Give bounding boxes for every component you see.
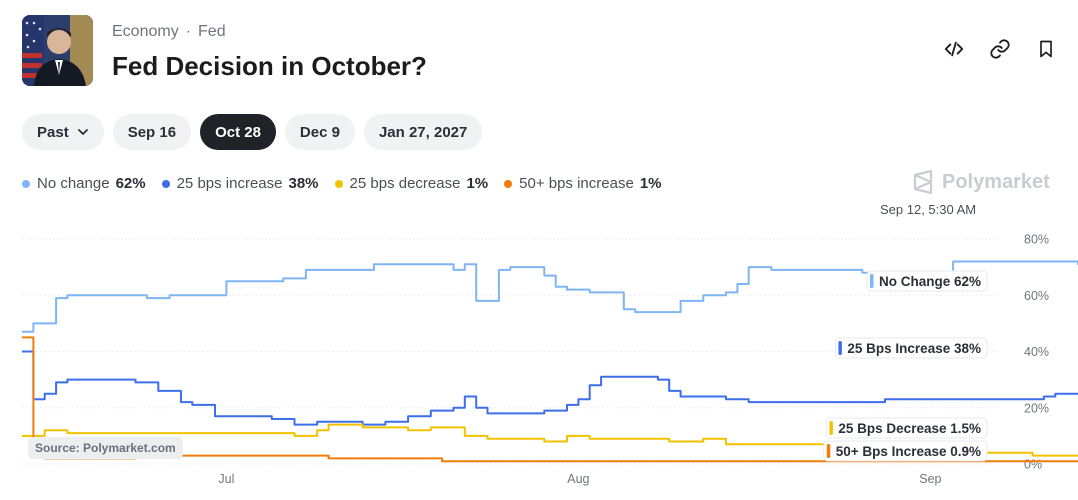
y-tick-label: 0% [1024, 458, 1042, 472]
legend-value: 1% [466, 175, 489, 192]
chevron-down-icon [77, 126, 89, 138]
legend-dot [334, 179, 343, 188]
date-tabs: Past Sep 16 Oct 28 Dec 9 Jan 27, 2027 [22, 114, 483, 150]
embed-button[interactable] [942, 37, 966, 61]
legend-dot [22, 179, 30, 188]
chart-timestamp: Sep 12, 5:30 AM [880, 202, 977, 217]
x-tick-label: Jul [218, 472, 234, 486]
legend-value: 1% [639, 175, 662, 192]
series-end-label: 25 Bps Decrease 1.5% [825, 417, 988, 439]
series-end-label-color-bar [826, 444, 831, 458]
breadcrumb: Economy · Fed [112, 23, 226, 41]
breadcrumb-separator: · [185, 23, 192, 40]
series-end-label-bg [823, 440, 988, 462]
source-label: Source: Polymarket.com [28, 437, 183, 459]
tab-past[interactable]: Past [22, 114, 104, 150]
legend-item-25-bps-decrease: 25 bps decrease 1% [334, 175, 489, 192]
link-icon [990, 39, 1010, 59]
watermark-text: Polymarket [942, 170, 1050, 193]
series-end-label-text: 25 Bps Increase 38% [847, 341, 981, 356]
legend-dot [504, 179, 513, 188]
market-header: Economy · Fed Fed Decision in October? [22, 15, 1062, 87]
legend-label: 50+ bps increase [519, 175, 634, 192]
legend-item-50-bps-increase: 50+ bps increase 1% [504, 175, 662, 192]
series-end-label-text: 50+ Bps Increase 0.9% [836, 444, 981, 459]
code-icon [944, 41, 964, 57]
tab-dec-9[interactable]: Dec 9 [284, 114, 355, 150]
series-end-label: No Change 62% [866, 270, 988, 292]
series-end-label-text: 25 Bps Decrease 1.5% [838, 421, 981, 436]
series-end-label: 50+ Bps Increase 0.9% [823, 440, 988, 462]
series-end-label-bg [825, 417, 988, 439]
y-tick-label: 80% [1024, 233, 1049, 247]
chart-legend: No change 62% 25 bps increase 38% 25 bps… [22, 175, 662, 192]
y-tick-label: 40% [1024, 345, 1049, 359]
market-image [22, 15, 93, 86]
polymarket-logo-icon [913, 170, 933, 194]
series-end-label-text: No Change 62% [879, 274, 981, 289]
legend-value: 62% [115, 175, 146, 192]
bookmark-icon [1040, 40, 1052, 58]
x-tick-label: Aug [567, 472, 589, 486]
header-actions [942, 37, 1058, 61]
polymarket-watermark: Polymarket [912, 170, 1050, 194]
bookmark-button[interactable] [1034, 37, 1058, 61]
tab-jan-27-2027[interactable]: Jan 27, 2027 [363, 114, 483, 150]
page-title: Fed Decision in October? [112, 51, 427, 81]
series-end-label-bg [866, 270, 988, 292]
series-end-label-bg [834, 337, 988, 359]
legend-item-no-change: No change 62% [22, 175, 146, 192]
legend-label: No change [37, 175, 110, 192]
copy-link-button[interactable] [988, 37, 1012, 61]
tab-past-label: Past [37, 123, 69, 141]
legend-dot [161, 179, 170, 188]
series-end-label-color-bar [869, 274, 874, 288]
tab-oct-28[interactable]: Oct 28 [200, 114, 276, 150]
breadcrumb-fed[interactable]: Fed [198, 23, 226, 40]
legend-item-25-bps-increase: 25 bps increase 38% [161, 175, 319, 192]
y-tick-label: 60% [1024, 289, 1049, 303]
x-tick-label: Sep [919, 472, 941, 486]
tab-sep-16[interactable]: Sep 16 [112, 114, 192, 150]
series-end-label-color-bar [838, 341, 842, 355]
y-tick-label: 20% [1024, 401, 1049, 415]
series-line-1 [22, 350, 1078, 426]
legend-label: 25 bps increase [176, 175, 283, 192]
series-end-label: 25 Bps Increase 38% [834, 337, 988, 359]
legend-value: 38% [288, 175, 319, 192]
series-end-label-color-bar [829, 421, 833, 435]
legend-label: 25 bps decrease [349, 175, 461, 192]
breadcrumb-economy[interactable]: Economy [112, 23, 179, 40]
